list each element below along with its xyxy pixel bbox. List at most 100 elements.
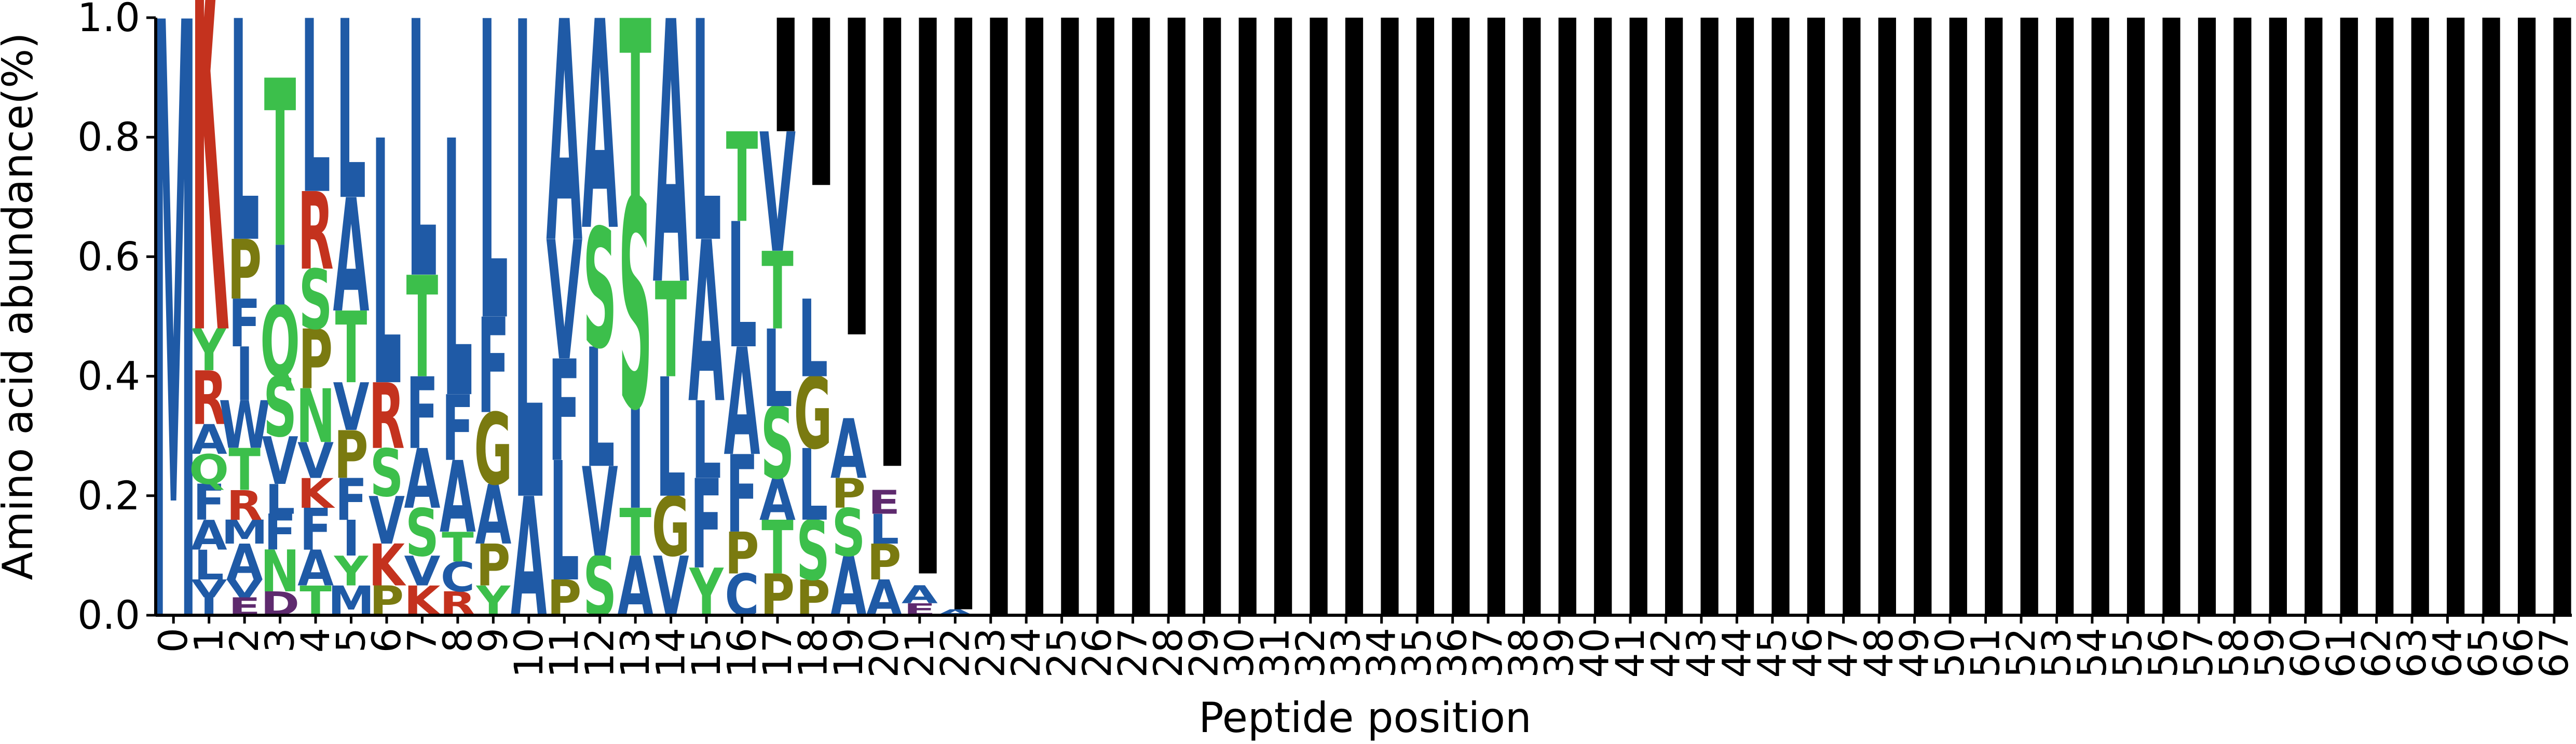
residue-glyph-F: F xyxy=(726,434,758,557)
residue-glyph-T: T xyxy=(264,33,296,300)
residue-glyph-A: A xyxy=(546,0,583,310)
residue-glyph-L: L xyxy=(336,0,366,255)
y-tick-label: 0.4 xyxy=(77,353,140,399)
x-tick-label: 17 xyxy=(754,628,800,678)
residue-glyph-G: G xyxy=(474,393,512,507)
y-tick-label: 1.0 xyxy=(77,0,140,40)
x-tick-label: 33 xyxy=(1323,628,1369,678)
gap-bar xyxy=(2091,18,2109,615)
x-tick-label: 1 xyxy=(186,628,232,653)
gap-bar xyxy=(883,18,902,466)
gap-bar xyxy=(2305,18,2323,615)
residue-glyph-A: A xyxy=(902,581,938,610)
residue-glyph-S: S xyxy=(370,435,403,511)
gap-bar xyxy=(1061,18,1079,615)
residue-glyph-F: F xyxy=(548,331,580,493)
x-tick-label: 20 xyxy=(861,628,907,678)
gap-bar xyxy=(1381,18,1399,615)
residue-glyph-S: S xyxy=(263,361,297,456)
residue-glyph-R: R xyxy=(369,364,405,469)
x-tick-label: 47 xyxy=(1820,628,1866,678)
x-tick-label: 53 xyxy=(2033,628,2079,678)
residue-glyph-L: L xyxy=(656,344,686,534)
residue-glyph-K: K xyxy=(297,469,336,517)
gap-bar xyxy=(1238,18,1257,615)
x-tick-label: 40 xyxy=(1571,628,1617,678)
residue-glyph-A: A xyxy=(297,539,334,597)
residue-glyph-A: A xyxy=(582,0,619,295)
x-tick-label: 44 xyxy=(1713,628,1760,678)
residue-glyph-T: T xyxy=(442,523,474,571)
x-tick-label: 43 xyxy=(1678,628,1724,678)
x-tick-label: 57 xyxy=(2175,628,2221,678)
residue-glyph-A: A xyxy=(191,511,227,559)
x-tick-label: 4 xyxy=(292,628,338,653)
residue-glyph-A: A xyxy=(333,167,370,348)
residue-glyph-F: F xyxy=(264,504,296,561)
x-tick-label: 54 xyxy=(2069,628,2115,678)
residue-glyph-F: F xyxy=(193,474,225,531)
y-axis-title: Amino acid abundance(%) xyxy=(0,33,42,580)
x-tick-label: 56 xyxy=(2140,628,2186,678)
x-tick-label: 8 xyxy=(434,628,481,653)
x-tick-label: 24 xyxy=(1003,628,1049,678)
residue-glyph-W: W xyxy=(219,387,270,463)
gap-bar xyxy=(812,18,830,185)
residue-glyph-L: L xyxy=(229,0,260,310)
residue-glyph-T: T xyxy=(726,107,758,250)
gap-bar xyxy=(1985,18,2003,615)
residue-glyph-M: M xyxy=(221,513,268,551)
gap-bar xyxy=(1345,18,1364,615)
residue-glyph-L: L xyxy=(727,187,757,387)
x-tick-label: 23 xyxy=(967,628,1014,678)
gap-bar xyxy=(2162,18,2180,615)
y-tick-label: 0.0 xyxy=(77,592,140,638)
x-tick-label: 7 xyxy=(399,628,445,653)
gap-bar xyxy=(1025,18,1044,615)
residue-glyph-A: A xyxy=(759,466,796,533)
x-tick-label: 31 xyxy=(1251,628,1298,678)
residue-glyph-L: L xyxy=(372,71,402,462)
residue-glyph-L: L xyxy=(514,0,544,650)
gap-bar xyxy=(776,18,795,131)
x-tick-label: 22 xyxy=(932,628,978,678)
x-tick-label: 59 xyxy=(2246,628,2293,678)
gap-bar xyxy=(1416,18,1435,615)
residue-glyph-F: F xyxy=(690,454,723,597)
x-tick-label: 29 xyxy=(1180,628,1226,678)
x-tick-label: 64 xyxy=(2424,628,2470,678)
residue-glyph-T: T xyxy=(655,254,687,407)
y-tick-label: 0.2 xyxy=(77,472,140,519)
x-tick-label: 62 xyxy=(2353,628,2399,678)
residue-glyph-E: E xyxy=(868,484,901,522)
residue-glyph-V: V xyxy=(333,369,370,445)
residue-glyph-T: T xyxy=(406,248,439,410)
x-tick-label: 32 xyxy=(1287,628,1333,678)
x-tick-label: 63 xyxy=(2389,628,2435,678)
residue-glyph-P: P xyxy=(227,223,262,318)
gap-bar xyxy=(1807,18,1825,615)
residue-glyph-V: V xyxy=(582,442,618,585)
gap-bar xyxy=(954,18,973,610)
gap-bar xyxy=(1132,18,1150,615)
residue-glyph-N: N xyxy=(296,374,335,460)
y-tick-label: 0.8 xyxy=(77,114,140,160)
x-tick-label: 66 xyxy=(2495,628,2541,678)
x-tick-label: 30 xyxy=(1216,628,1262,678)
gap-bar xyxy=(2198,18,2216,615)
x-tick-label: 41 xyxy=(1607,628,1653,678)
gap-bar xyxy=(2020,18,2038,615)
gap-bar xyxy=(1594,18,1612,615)
residue-glyph-T: T xyxy=(228,436,261,503)
gap-bar xyxy=(990,18,1008,615)
gap-bar xyxy=(1558,18,1576,615)
gap-bar xyxy=(2269,18,2287,615)
residue-glyph-L: L xyxy=(443,68,473,478)
residue-glyph-K: K xyxy=(191,0,229,488)
gap-bar xyxy=(1310,18,1328,615)
residue-glyph-P: P xyxy=(476,532,510,599)
residue-glyph-L: L xyxy=(869,505,899,553)
gap-bar xyxy=(2553,18,2571,615)
x-tick-label: 16 xyxy=(719,628,765,678)
residue-glyph-A: A xyxy=(475,468,511,563)
